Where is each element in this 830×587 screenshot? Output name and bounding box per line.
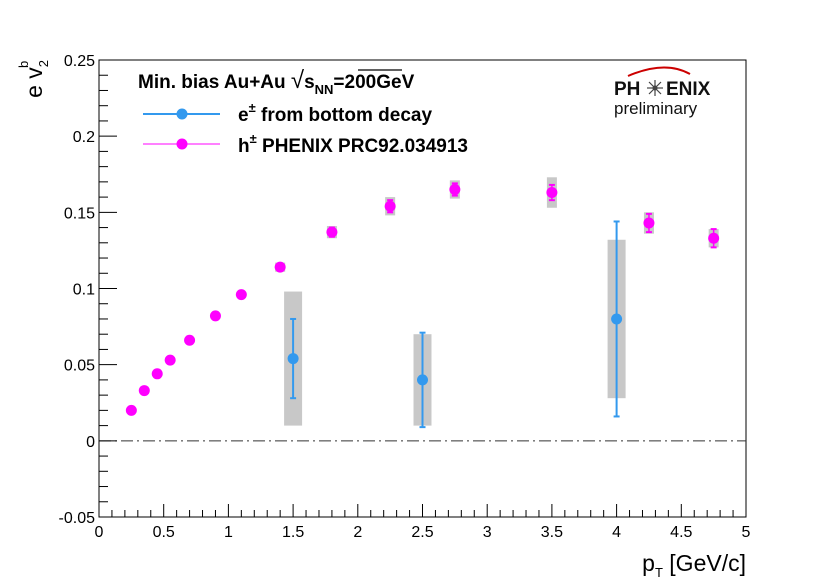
data-point-hadron <box>125 404 137 416</box>
data-point-bottom <box>417 374 428 386</box>
data-point-bottom <box>287 353 299 365</box>
y-tick-label: -0.05 <box>59 510 96 527</box>
data-point-hadron <box>449 183 461 195</box>
data-point-bottom <box>611 313 623 325</box>
legend-header: Min. bias Au+Au √sNN=200GeV <box>138 67 415 97</box>
x-tick-label: 1.5 <box>282 524 304 541</box>
legend-label-bottom: e± from bottom decay <box>238 100 432 126</box>
data-point-hadron <box>164 354 176 366</box>
y-axis-title: e v2b <box>16 60 51 98</box>
y-tick-label: 0.25 <box>64 53 95 70</box>
x-axis-title: pT [GeV/c] <box>642 550 746 580</box>
svg-text:e v2b: e v2b <box>16 60 51 98</box>
data-point-hadron <box>708 232 720 244</box>
data-point-hadron <box>138 385 150 397</box>
x-tick-label: 4 <box>612 524 621 541</box>
legend: Min. bias Au+Au √sNN=200GeV e± from bott… <box>138 67 468 157</box>
svg-text:PH: PH <box>614 79 640 100</box>
y-tick-label: 0.05 <box>64 358 95 375</box>
legend-marker-bottom <box>176 108 188 120</box>
y-tick-label: 0.1 <box>73 282 95 299</box>
x-tick-label: 1 <box>224 524 233 541</box>
legend-marker-hadron <box>176 138 188 150</box>
legend-label-hadron: h± PHENIX PRC92.034913 <box>238 131 468 157</box>
data-point-hadron <box>209 310 221 322</box>
data-point-hadron <box>326 226 338 238</box>
phenix-logo: PH ENIX preliminary <box>614 66 711 118</box>
data-point-hadron <box>643 217 655 229</box>
x-tick-label: 5 <box>742 524 751 541</box>
data-point-hadron <box>546 187 558 199</box>
x-tick-label: 3.5 <box>541 524 563 541</box>
x-tick-label: 4.5 <box>670 524 692 541</box>
x-tick-label: 3 <box>483 524 492 541</box>
data-point-hadron <box>235 289 247 301</box>
x-tick-label: 2 <box>353 524 362 541</box>
data-point-hadron <box>384 200 396 212</box>
y-tick-label: 0.2 <box>73 129 95 146</box>
x-tick-label: 2.5 <box>411 524 433 541</box>
x-tick-label: 0.5 <box>153 524 175 541</box>
y-tick-label: 0.15 <box>64 205 95 222</box>
x-tick-label: 0 <box>95 524 104 541</box>
plot-frame <box>98 59 747 518</box>
y-tick-label: 0 <box>86 434 95 451</box>
preliminary-label: preliminary <box>614 99 698 118</box>
phenix-logo-arc <box>627 66 691 77</box>
phenix-star-icon <box>647 80 663 96</box>
svg-text:ENIX: ENIX <box>666 79 711 100</box>
data-point-hadron <box>184 334 196 346</box>
data-point-hadron <box>274 261 286 273</box>
data-point-hadron <box>151 368 163 380</box>
